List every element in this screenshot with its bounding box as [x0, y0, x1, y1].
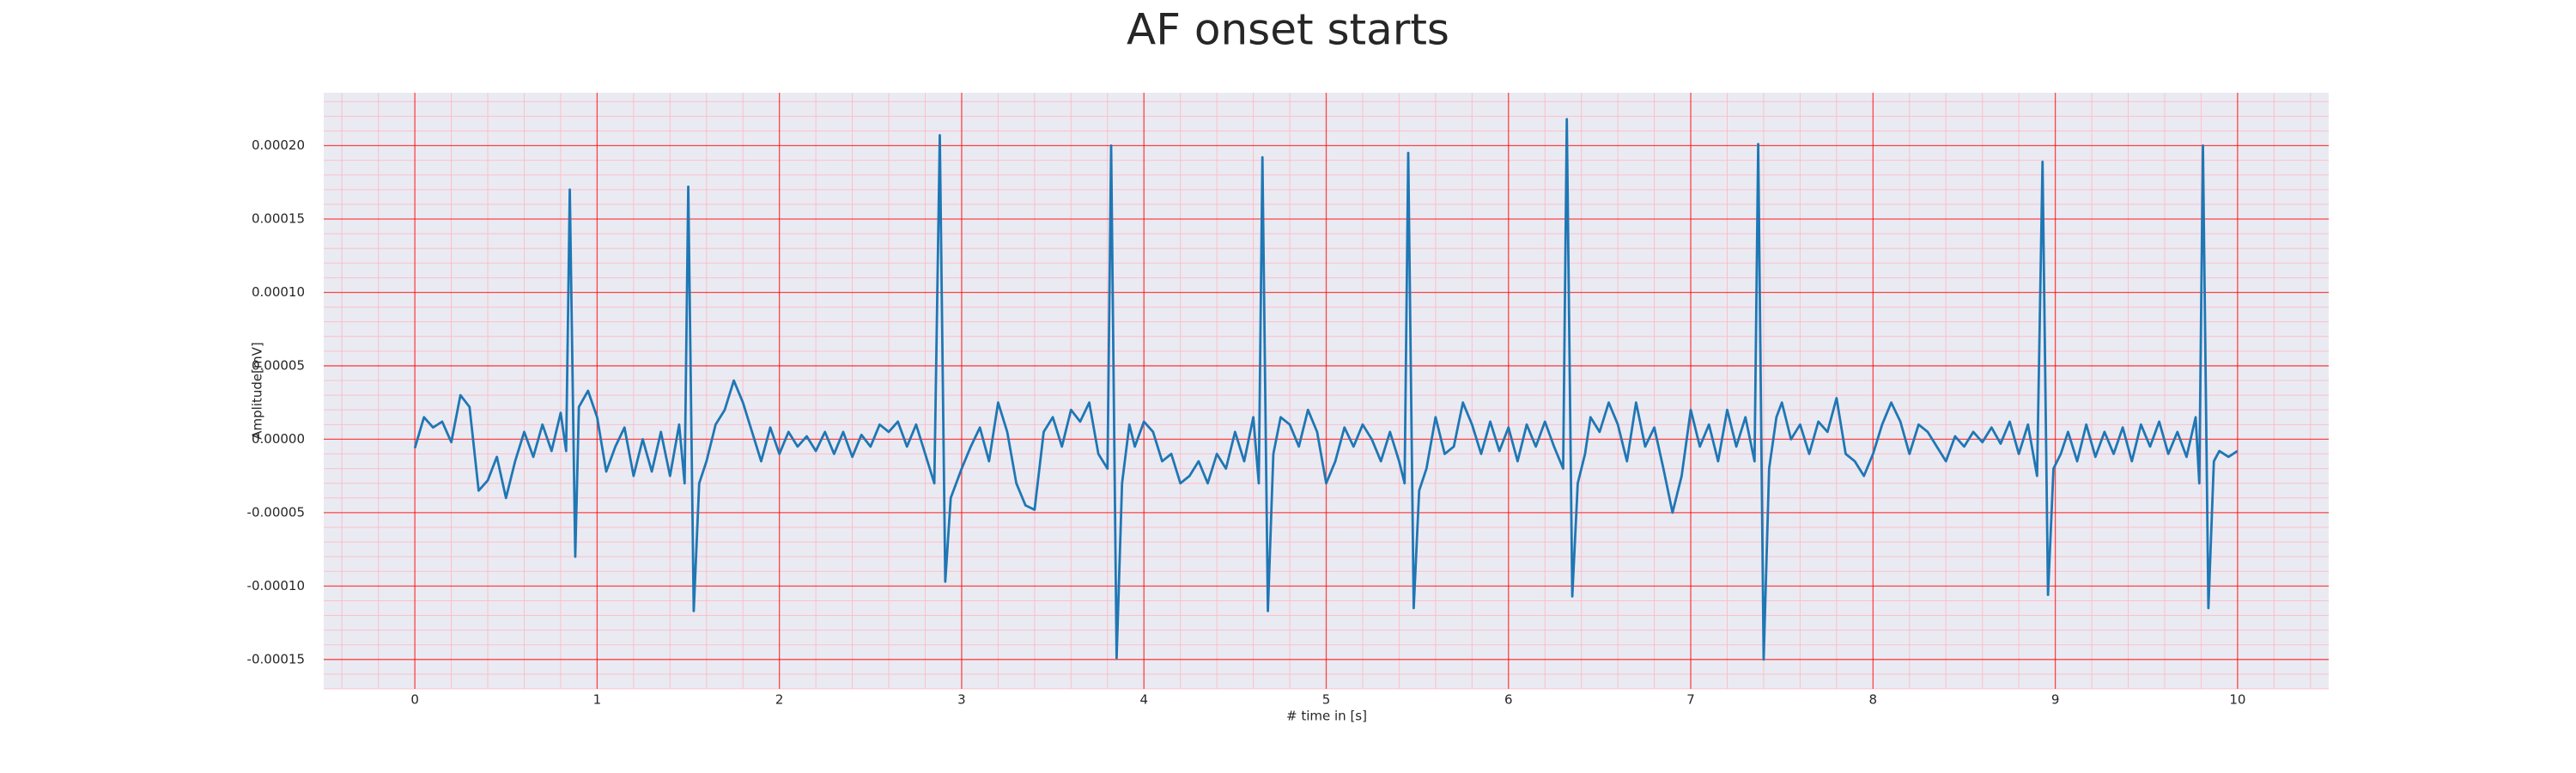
x-tick-label: 6	[1504, 692, 1513, 708]
y-tick-label: -0.00010	[247, 578, 305, 593]
x-tick-label: 7	[1686, 692, 1695, 708]
x-tick-label: 8	[1869, 692, 1878, 708]
y-tick-label: -0.00005	[247, 504, 305, 520]
chart-title: AF onset starts	[1127, 5, 1449, 55]
ecg-line	[413, 118, 2239, 661]
x-tick-label: 9	[2051, 692, 2060, 708]
x-tick-label: 5	[1322, 692, 1331, 708]
x-tick-label: 3	[957, 692, 966, 708]
x-tick-label: 1	[593, 692, 602, 708]
y-axis-label: Amplitude[mV]	[250, 342, 265, 439]
y-tick-label: 0.00005	[252, 357, 305, 373]
x-tick-label: 0	[410, 692, 419, 708]
y-tick-label: 0.00015	[252, 211, 305, 227]
x-tick-label: 4	[1139, 692, 1148, 708]
y-tick-label: 0.00020	[252, 137, 305, 153]
x-tick-label: 10	[2229, 692, 2245, 708]
y-tick-label: 0.00010	[252, 284, 305, 300]
y-tick-label: 0.00000	[252, 431, 305, 447]
x-axis-label: # time in [s]	[1286, 709, 1367, 724]
y-tick-label: -0.00015	[247, 651, 305, 666]
x-tick-label: 2	[775, 692, 784, 708]
